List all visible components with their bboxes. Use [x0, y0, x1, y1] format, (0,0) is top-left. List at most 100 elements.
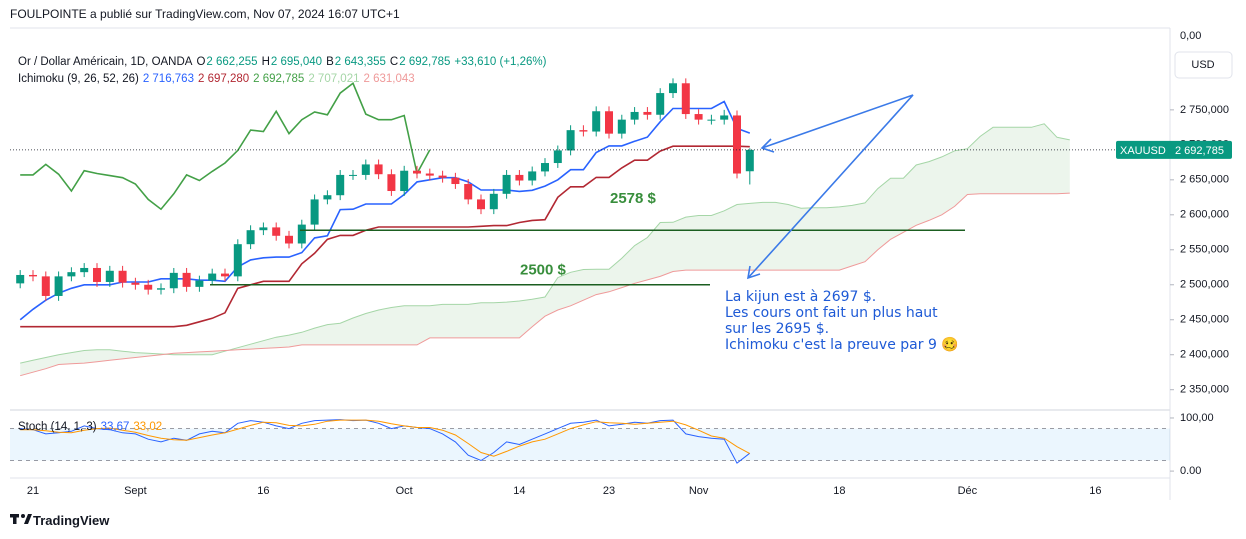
y-tick-label: 2 350,000	[1180, 384, 1229, 396]
stoch-line	[20, 419, 751, 464]
candle-body	[387, 174, 396, 192]
candle-body	[246, 230, 255, 245]
x-tick-label: Sept	[124, 485, 147, 497]
candle-body	[592, 111, 601, 132]
candle-body	[579, 130, 588, 132]
stoch-band	[10, 428, 1170, 461]
legend-key: O	[196, 56, 206, 68]
candle-body	[617, 119, 626, 134]
candle-body	[336, 174, 345, 196]
y-tick-label: 2 400,000	[1180, 349, 1229, 361]
candle-body	[118, 270, 127, 283]
legend-value: 2 643,355	[334, 56, 386, 68]
x-tick-label: 21	[27, 485, 39, 497]
cloud-fill	[20, 123, 1070, 376]
candle-body	[643, 111, 652, 115]
candle-body	[502, 174, 511, 194]
y-tick-label: 2 600,000	[1180, 209, 1229, 221]
candle-body	[515, 174, 524, 181]
x-tick-label: 16	[1089, 485, 1101, 497]
candle-body	[195, 280, 204, 287]
candle-body	[669, 83, 677, 94]
stoch-legend: Stoch (14, 1, 3) 33,67 33,02	[18, 421, 166, 433]
candle-body	[438, 175, 447, 178]
legend-value: 2 695,040	[270, 56, 323, 68]
candle-body	[80, 267, 89, 273]
candle-body	[221, 273, 229, 277]
candle-body	[361, 164, 370, 175]
y-tick-label: 2 750,000	[1180, 104, 1229, 116]
x-tick-label: Nov	[689, 485, 709, 497]
candle-body	[720, 115, 729, 120]
y-tick-label: 2 500,000	[1180, 279, 1229, 291]
candle-body	[528, 171, 537, 181]
ichimoku-line	[20, 192, 1070, 377]
currency-button[interactable]	[1174, 51, 1233, 79]
legend-title: Or / Dollar Américain, 1D, OANDA	[18, 56, 193, 68]
indicator-legend: Ichimoku (9, 26, 52, 26) 2 716,763 2 697,2…	[18, 73, 419, 85]
indicator-value: 2 707,021	[308, 73, 360, 85]
candle-body	[451, 177, 460, 185]
note-line: Les cours ont fait un plus haut	[725, 305, 938, 321]
candle-body	[41, 276, 50, 296]
candle-body	[208, 273, 217, 281]
ichimoku-line	[19, 100, 751, 321]
candle-body	[105, 270, 114, 282]
candle-body	[477, 199, 485, 210]
price-tag-label: 2 692,785	[1175, 145, 1224, 157]
candle-body	[605, 111, 613, 134]
candle-body	[285, 235, 293, 244]
price-tag-symbol: XAUUSD	[1120, 145, 1166, 157]
candle-body	[144, 284, 153, 290]
currency-label[interactable]: USD	[1191, 59, 1214, 71]
candle-body	[413, 170, 421, 174]
candle-body	[54, 276, 63, 296]
legend-value: 2 692,785	[399, 56, 451, 68]
annotation-arrow	[747, 94, 914, 279]
stoch-value: 33,02	[133, 421, 163, 433]
y-tick-label: 2 650,000	[1180, 174, 1229, 186]
x-tick-label: 23	[603, 485, 615, 497]
candle-body	[272, 227, 281, 236]
arrow-head	[760, 138, 775, 153]
candle-body	[297, 224, 306, 244]
ichimoku-line	[20, 123, 1070, 364]
scale-top-label: 0,00	[1180, 30, 1201, 42]
x-tick-label: 14	[513, 485, 525, 497]
x-tick-label: Déc	[958, 485, 978, 497]
candle-body	[259, 227, 268, 231]
stoch-value: 33,67	[100, 421, 130, 433]
indicator-value: 2 692,785	[253, 73, 305, 85]
stoch-title: Stoch (14, 1, 3)	[18, 421, 97, 433]
candle-body	[67, 272, 76, 277]
ichimoku-line	[20, 82, 431, 211]
annotation-note: La kijun est à 2697 $. Les cours ont fait…	[725, 289, 959, 353]
candle-body	[566, 130, 575, 151]
indicator-value: 2 697,280	[197, 73, 250, 85]
candle-body	[553, 150, 562, 164]
candle-body	[694, 114, 703, 120]
candle-body	[131, 282, 140, 285]
candle-body	[182, 272, 191, 287]
candle-body	[323, 195, 332, 200]
plot: 0.00 100,00 2 350,000 2 400,000 2 450,000 2 5…	[10, 78, 1232, 497]
indicator-title: Ichimoku (9, 26, 52, 26)	[18, 73, 139, 85]
level-label: 2578 $	[610, 190, 657, 207]
legend: Or / Dollar Américain, 1D, OANDA O2 662,2…	[18, 56, 550, 68]
legend-value: 2 662,255	[206, 56, 258, 68]
candle-body	[733, 115, 741, 174]
note-line: Ichimoku c'est la preuve par 9 🥴	[725, 337, 959, 353]
candle-body	[310, 199, 319, 225]
ichimoku-line	[20, 145, 750, 328]
candle-body	[656, 93, 665, 115]
legend-key: B	[326, 56, 334, 68]
indicator-value: 2 716,763	[142, 73, 194, 85]
candle-body	[16, 274, 25, 284]
legend-key: H	[261, 56, 270, 68]
indicator-value: 2 631,043	[363, 73, 415, 85]
candle-body	[464, 184, 473, 200]
x-tick-label: 16	[257, 485, 269, 497]
y-tick-label: 0.00	[1180, 465, 1201, 477]
